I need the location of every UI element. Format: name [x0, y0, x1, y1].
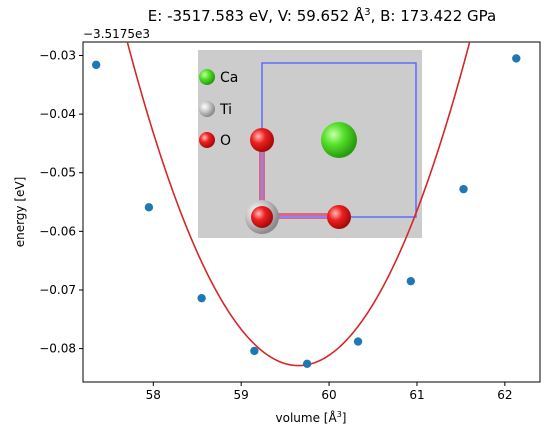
legend-swatch-ti	[199, 101, 215, 117]
x-tick-label-59: 59	[234, 388, 249, 402]
ti-o-bond-horizontal	[262, 213, 338, 219]
x-tick-label-62: 62	[497, 388, 512, 402]
x-tick-label-60: 60	[321, 388, 336, 402]
legend-swatch-ca	[199, 69, 215, 85]
legend-swatch-o	[199, 132, 215, 148]
y-tick-label-6: −0.08	[39, 342, 76, 356]
y-tick-label-3: −0.05	[39, 166, 76, 180]
data-point-3	[197, 293, 206, 303]
y-tick-label-1: −0.03	[39, 48, 76, 62]
inset-background	[198, 50, 422, 238]
data-point-4	[250, 346, 259, 356]
y-tick-label-2: −0.04	[39, 107, 76, 121]
y-offset-label: −3.5175e3	[83, 27, 150, 41]
x-tick-label-61: 61	[409, 388, 424, 402]
legend-label-ti: Ti	[219, 102, 232, 118]
y-tick-label-5: −0.07	[39, 283, 76, 297]
data-point-8	[459, 184, 468, 194]
y-tick-label-4: −0.06	[39, 224, 76, 238]
structure-inset: Ca Ti O	[198, 50, 422, 238]
y-axis-label: energy [eV]	[13, 177, 27, 248]
data-point-1	[91, 60, 101, 70]
data-point-5	[302, 359, 312, 369]
o-atom-top	[250, 128, 274, 152]
x-tick-label-58: 58	[146, 388, 161, 402]
o-atom-right	[327, 205, 351, 229]
chart-title: E: -3517.583 eV, V: 59.652 Å3, B: 173.42…	[148, 6, 496, 25]
legend-label-ca: Ca	[220, 70, 238, 86]
ca-atom	[321, 122, 357, 158]
o-atom-corner	[251, 206, 273, 228]
plot-area	[82, 41, 541, 383]
data-point-6	[353, 337, 363, 346]
data-point-2	[144, 203, 154, 212]
legend-label-o: O	[220, 133, 231, 149]
data-point-9	[512, 54, 521, 63]
x-axis-label: volume [Å3]	[276, 410, 347, 425]
data-point-7	[406, 276, 416, 286]
